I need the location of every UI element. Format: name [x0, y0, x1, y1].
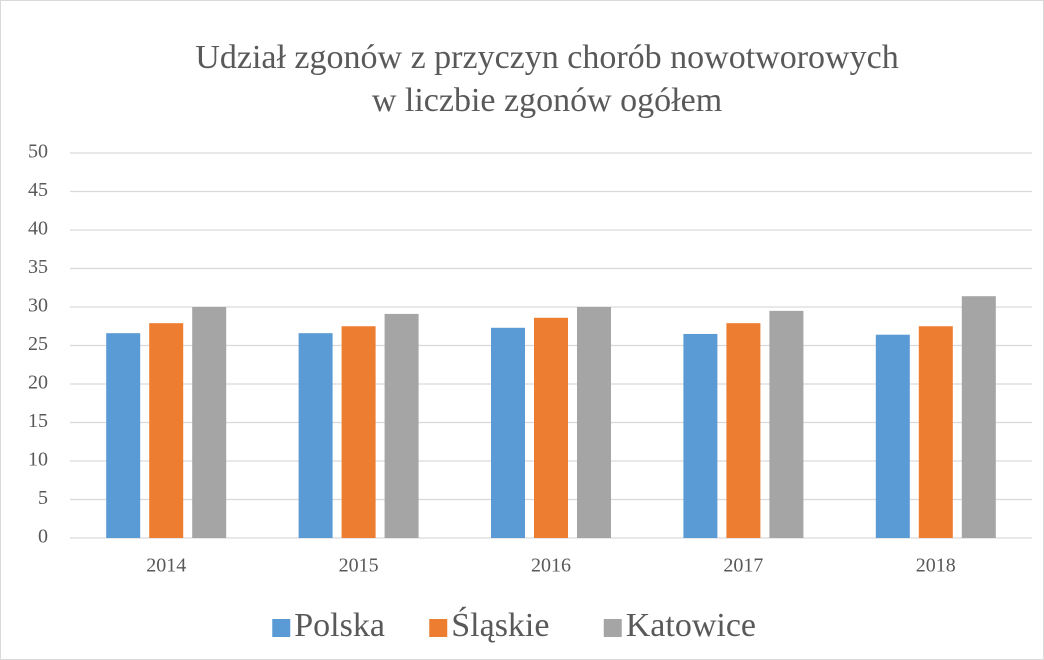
bar	[341, 326, 376, 538]
legend-swatch	[603, 619, 622, 637]
legend-swatch	[272, 619, 291, 637]
bar	[384, 313, 419, 538]
x-tick-label: 2017	[723, 555, 763, 577]
y-tick-label: 50	[28, 141, 48, 163]
bar	[106, 333, 141, 538]
y-tick-label: 0	[38, 526, 48, 548]
x-tick-label: 2014	[146, 555, 186, 577]
x-tick-label: 2018	[916, 555, 956, 577]
legend-swatch	[429, 619, 448, 637]
x-tick-label: 2016	[531, 555, 571, 577]
bar	[192, 307, 227, 538]
bar	[961, 296, 996, 538]
bar	[769, 310, 804, 538]
legend-label: Śląskie	[451, 606, 549, 644]
y-tick-label: 30	[28, 295, 48, 317]
bar	[726, 323, 761, 538]
bar	[875, 334, 910, 538]
bar	[491, 327, 525, 538]
y-tick-label: 20	[28, 372, 48, 394]
chart-title: Udział zgonów z przyczyn chorób nowotwor…	[195, 39, 898, 76]
bar	[534, 317, 568, 538]
legend-label: Polska	[294, 607, 385, 644]
y-tick-label: 15	[28, 410, 48, 432]
y-tick-label: 45	[28, 179, 48, 201]
y-tick-label: 10	[28, 449, 48, 471]
y-tick-label: 40	[28, 218, 48, 240]
bar	[683, 333, 718, 538]
y-tick-label: 35	[28, 256, 48, 278]
bar	[918, 326, 953, 538]
x-tick-label: 2015	[339, 555, 379, 577]
y-tick-label: 25	[28, 333, 48, 355]
bar	[298, 333, 333, 538]
y-tick-label: 5	[38, 487, 48, 509]
bar	[577, 307, 611, 538]
chart-title: w liczbie zgonów ogółem	[372, 82, 722, 119]
legend-label: Katowice	[626, 607, 756, 644]
bar	[149, 323, 184, 538]
